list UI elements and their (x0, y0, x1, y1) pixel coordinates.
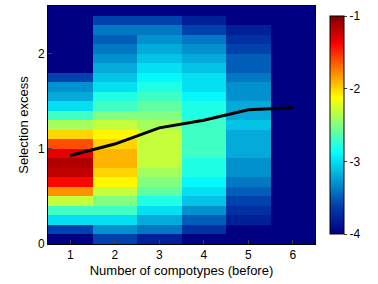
svg-text:4: 4 (200, 248, 207, 262)
svg-text:Number of compotypes (before): Number of compotypes (before) (90, 263, 274, 278)
svg-text:1: 1 (38, 142, 45, 156)
svg-text:-1: -1 (349, 9, 360, 23)
svg-text:1: 1 (67, 248, 74, 262)
svg-text:Selection excess: Selection excess (16, 76, 31, 174)
svg-text:-4: -4 (349, 227, 360, 241)
svg-text:6: 6 (289, 248, 296, 262)
svg-text:2: 2 (38, 47, 45, 61)
svg-text:-3: -3 (349, 155, 360, 169)
svg-text:-2: -2 (349, 82, 360, 96)
svg-text:3: 3 (156, 248, 163, 262)
svg-text:0: 0 (38, 237, 45, 251)
svg-text:2: 2 (111, 248, 118, 262)
svg-text:5: 5 (245, 248, 252, 262)
